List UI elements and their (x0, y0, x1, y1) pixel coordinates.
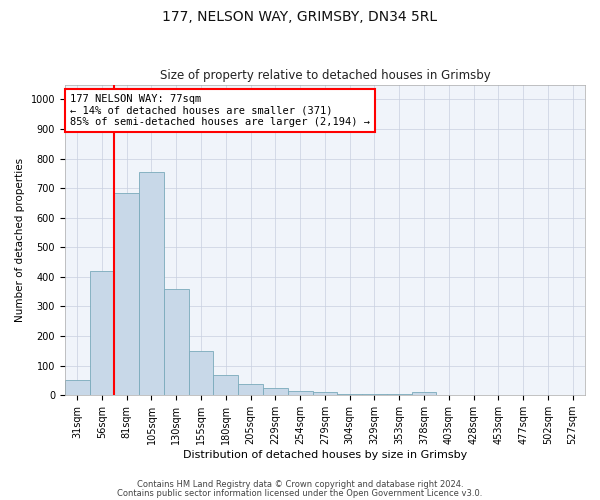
Bar (139, 172, 164, 395)
Bar (387, 394, 412, 395)
Bar (238, 384, 263, 395)
Text: 177, NELSON WAY, GRIMSBY, DN34 5RL: 177, NELSON WAY, GRIMSBY, DN34 5RL (163, 10, 437, 24)
Bar (288, 391, 313, 395)
Y-axis label: Number of detached properties: Number of detached properties (15, 158, 25, 322)
Bar (164, 288, 188, 395)
Bar (412, 392, 436, 395)
Bar (65, 380, 89, 395)
Title: Size of property relative to detached houses in Grimsby: Size of property relative to detached ho… (160, 69, 490, 82)
Bar (313, 392, 337, 395)
Bar (263, 388, 288, 395)
Bar (362, 394, 387, 395)
Bar (115, 192, 139, 395)
Bar (337, 394, 362, 395)
Bar (89, 271, 115, 395)
Bar (214, 374, 238, 395)
X-axis label: Distribution of detached houses by size in Grimsby: Distribution of detached houses by size … (183, 450, 467, 460)
Bar (461, 394, 486, 395)
Text: Contains HM Land Registry data © Crown copyright and database right 2024.: Contains HM Land Registry data © Crown c… (137, 480, 463, 489)
Text: Contains public sector information licensed under the Open Government Licence v3: Contains public sector information licen… (118, 488, 482, 498)
Bar (188, 351, 214, 395)
Bar (436, 394, 461, 395)
Text: 177 NELSON WAY: 77sqm
← 14% of detached houses are smaller (371)
85% of semi-det: 177 NELSON WAY: 77sqm ← 14% of detached … (70, 94, 370, 127)
